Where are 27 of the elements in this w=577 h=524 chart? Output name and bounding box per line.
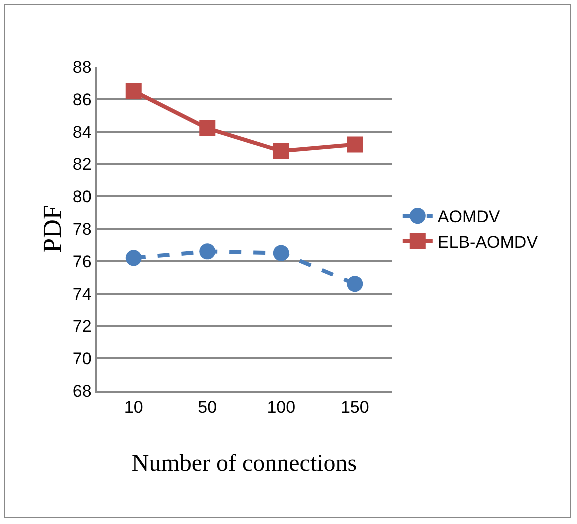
y-tick-label: 76 xyxy=(72,252,92,272)
y-tick-label: 74 xyxy=(72,284,92,304)
y-tick-label: 80 xyxy=(72,188,92,207)
point xyxy=(200,120,216,137)
y-tick-label: 70 xyxy=(72,350,92,369)
y-tick-label: 68 xyxy=(72,382,92,401)
x-tick-label: 50 xyxy=(198,398,218,418)
x-tick-label: 10 xyxy=(124,398,144,418)
x-tick-label: 150 xyxy=(340,398,370,418)
point xyxy=(200,244,216,260)
y-tick-label: 88 xyxy=(72,58,92,77)
y-axis-title: PDF xyxy=(38,205,67,253)
legend-label: ELB-AOMDV xyxy=(438,232,539,252)
point xyxy=(347,276,364,292)
x-axis-title: Number of connections xyxy=(132,450,358,477)
y-tick-label: 78 xyxy=(72,220,92,239)
point xyxy=(273,245,290,262)
y-tick-label: 84 xyxy=(72,122,92,142)
legend-label: AOMDV xyxy=(438,208,501,227)
y-tick-label: 82 xyxy=(72,155,92,174)
x-tick-label: 100 xyxy=(267,398,296,418)
point xyxy=(126,250,142,266)
point xyxy=(347,136,364,153)
y-tick-label: 86 xyxy=(72,90,92,110)
y-tick-label: 72 xyxy=(72,317,92,336)
point xyxy=(273,143,290,160)
point xyxy=(126,83,142,100)
